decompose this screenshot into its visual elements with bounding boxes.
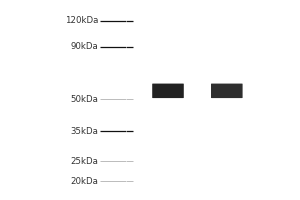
FancyBboxPatch shape <box>152 84 184 98</box>
Text: 20kDa: 20kDa <box>70 177 98 186</box>
Text: 25kDa: 25kDa <box>70 157 98 166</box>
Text: 90kDa: 90kDa <box>70 42 98 51</box>
Text: 35kDa: 35kDa <box>70 127 98 136</box>
Text: 50kDa: 50kDa <box>70 95 98 104</box>
FancyBboxPatch shape <box>211 84 243 98</box>
Text: 120kDa: 120kDa <box>65 16 98 25</box>
